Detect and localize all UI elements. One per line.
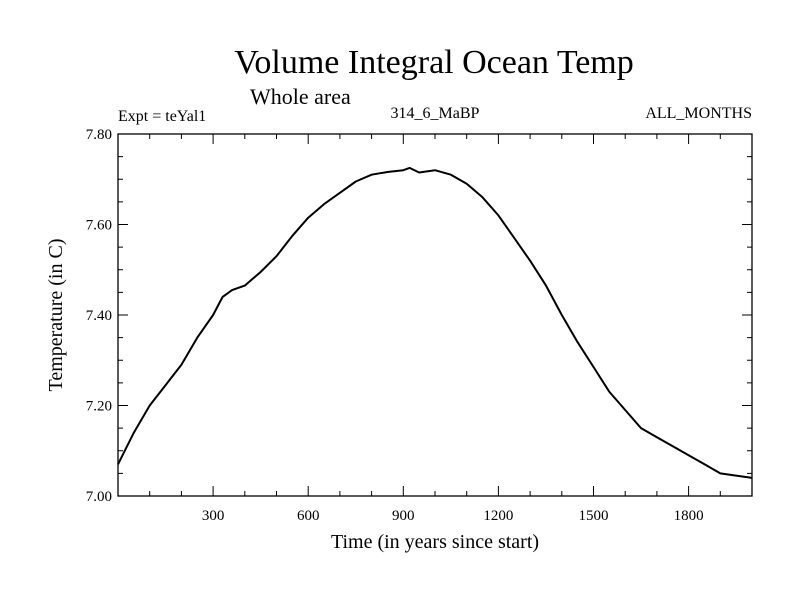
y-tick-label: 7.80 [86,127,112,143]
y-tick-label: 7.40 [86,308,112,324]
x-tick-label: 1800 [674,508,704,524]
x-tick-label: 600 [297,508,320,524]
series-line [117,166,753,479]
y-tick-label: 7.20 [86,399,112,415]
period-label: 314_6_MaBP [391,105,480,122]
x-tick-label: 1200 [483,508,513,524]
chart-title: Volume Integral Ocean Temp [234,44,634,81]
y-tick-label: 7.00 [86,489,112,505]
x-tick-label: 900 [392,508,415,524]
y-tick-label: 7.60 [86,218,112,234]
experiment-label: Expt = teYal1 [118,108,206,125]
x-tick-label: 300 [202,508,225,524]
chart-subtitle: Whole area [250,84,351,109]
x-axis-label: Time (in years since start) [331,531,539,553]
x-axis: 300 600 900 1200 1500 1800 [149,134,721,524]
y-axis: 7.00 7.20 7.40 7.60 7.80 [86,127,752,505]
x-tick-label: 1500 [579,508,609,524]
series-group [117,166,753,479]
months-label: ALL_MONTHS [645,105,752,122]
y-axis-label: Temperature (in C) [45,239,67,392]
